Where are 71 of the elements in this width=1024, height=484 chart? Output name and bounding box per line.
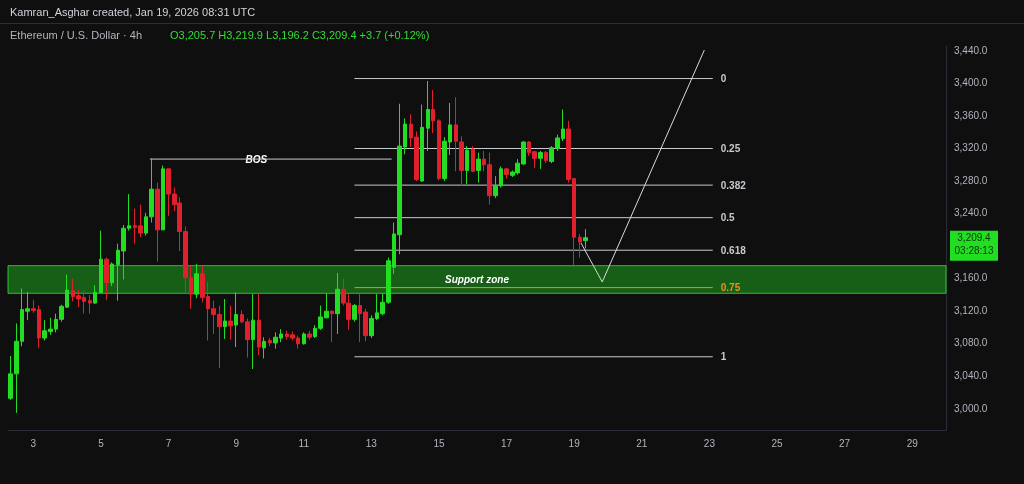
text: 3,209.4 [957,232,992,244]
candlestick [426,80,430,152]
candlestick [583,228,588,249]
candlestick [302,331,306,346]
y-tick-label: 3,160.0 [954,272,988,284]
chart-subtitle: O3,205.7 H3,219.9 L3,196.2 C3,209.4 +3.7 (+0.12%) [170,28,430,41]
y-tick-label: 3,120.0 [954,304,988,316]
series-label: 1 [720,351,727,363]
candlestick [307,330,312,341]
x-tick-label: 13 [365,437,378,449]
x-tick-label: 29 [906,437,919,449]
candlestick [420,104,424,183]
x-tick-label: 5 [98,437,105,449]
y-tick-label: 3,320.0 [954,142,988,154]
y-tick-label: 3,280.0 [954,174,988,186]
candlestick [578,233,582,259]
candlestick [330,309,334,343]
band-label: Support zone [445,273,510,285]
y-tick-label: 3,440.0 [954,44,988,56]
y-tick-label: 3,000.0 [954,402,988,414]
candlestick [335,272,340,335]
x-tick-label: 9 [233,437,240,449]
series-label: 0.75 [720,282,741,294]
candlestick [257,293,261,356]
candlestick [268,337,272,347]
annotation: BOS [245,153,268,165]
candlestick [161,165,165,231]
candlestick [437,118,441,181]
series-label: 0.382 [720,179,747,191]
candlestick [110,261,114,287]
candlestick [104,257,109,301]
candlestick [93,284,97,305]
x-tick-label: 27 [839,437,851,449]
x-tick-label: 15 [433,437,445,449]
y-tick-label: 3,080.0 [954,337,988,349]
candlestick [352,303,357,323]
x-tick-label: 17 [501,437,513,449]
series-label: 0.5 [720,212,736,224]
text: 03:28:13 [954,245,994,257]
x-tick-label: 23 [703,437,716,449]
candlestick [88,294,92,315]
candlestick [476,152,481,184]
series-label: 0 [720,73,727,85]
x-tick-label: 7 [165,437,172,449]
y-tick-label: 3,400.0 [954,77,988,89]
candlestick [544,150,548,164]
x-tick-label: 3 [30,437,37,449]
candlestick [465,145,469,185]
text: Kamran_Asghar created, Jan 19, 2026 08:31 UTC [10,5,256,18]
candlestick [194,263,199,299]
candlestick [538,150,543,170]
candlestick [504,167,509,180]
candlestick [262,336,266,359]
candlestick [223,298,227,340]
candlestick [99,230,103,294]
series-label: 0.618 [720,244,747,256]
candlestick [251,293,255,370]
y-tick-label: 3,360.0 [954,109,988,121]
candlestick [155,182,160,263]
chart-title: Ethereum / U.S. Dollar · 4h [10,28,143,41]
candlestick [471,145,475,173]
x-tick-label: 19 [568,437,581,449]
x-tick-label: 25 [771,437,783,449]
y-tick-label: 3,040.0 [954,369,988,381]
series-label: 0.25 [720,143,741,155]
y-tick-label: 3,240.0 [954,207,988,219]
candlestick [431,89,435,134]
candlestick [234,292,238,348]
candlestick [228,305,233,341]
x-tick-label: 21 [636,437,648,449]
x-tick-label: 11 [298,437,310,449]
